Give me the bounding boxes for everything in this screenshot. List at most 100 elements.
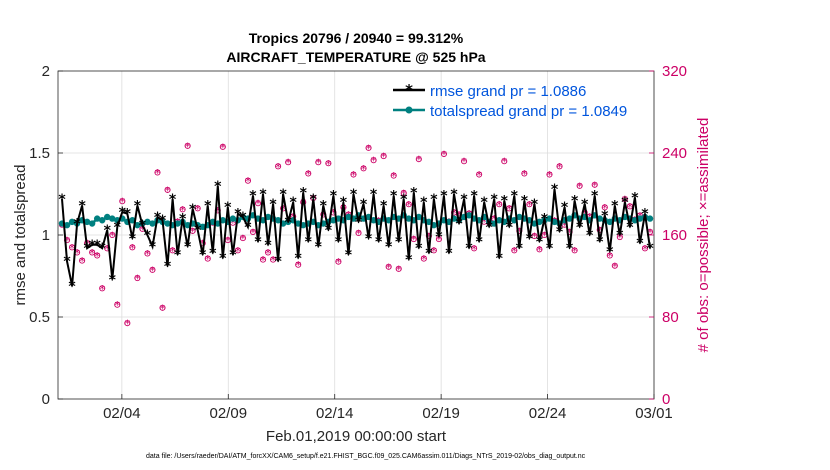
obs-assimilated-point: * (481, 216, 487, 229)
obs-assimilated-point: * (421, 253, 427, 266)
totalspread-point (646, 215, 654, 222)
obs-possible-point (265, 249, 272, 256)
obs-assimilated-point: * (381, 151, 387, 164)
rmse-point: * (259, 187, 267, 203)
obs-assimilated-point: * (205, 253, 211, 266)
obs-assimilated-point: * (406, 199, 412, 212)
totalspread-point (566, 215, 573, 222)
obs-possible-point (556, 163, 563, 170)
obs-assimilated-point: * (532, 231, 538, 244)
totalspread-point (465, 212, 473, 219)
obs-possible-point (501, 158, 508, 165)
rmse-point: * (445, 246, 453, 262)
rmse-point: * (174, 248, 182, 264)
obs-possible-point (571, 247, 578, 254)
rmse-point: * (636, 236, 644, 252)
obs-possible-point (521, 170, 528, 177)
obs-assimilated-point: * (240, 233, 246, 246)
obs-assimilated-point: * (69, 242, 75, 255)
obs-assimilated-point: * (512, 245, 518, 258)
rmse-point: * (224, 200, 232, 216)
obs-assimilated-point: * (79, 255, 85, 268)
obs-assimilated-point: * (582, 207, 588, 220)
legend-totalspread-label: totalspread grand pr = 1.0849 (430, 103, 627, 120)
obs-assimilated-point: * (225, 235, 231, 248)
rmse-point: * (571, 194, 579, 210)
obs-assimilated-point: * (260, 254, 266, 267)
obs-assimilated-point: * (165, 184, 171, 197)
rmse-point: * (194, 223, 202, 239)
obs-assimilated-point: * (331, 207, 337, 220)
rmse-point: * (229, 248, 237, 264)
totalspread-point (551, 218, 558, 226)
rmse-point: * (219, 251, 227, 267)
obs-assimilated-point: * (195, 203, 201, 216)
obs-possible-point (129, 244, 136, 251)
obs-assimilated-point: * (471, 243, 477, 256)
obs-assimilated-point: * (336, 256, 342, 269)
obs-possible-point (325, 160, 332, 167)
rmse-point: * (425, 246, 433, 262)
rmse-point: * (164, 259, 172, 275)
totalspread-point (149, 220, 156, 227)
chart-title-line1: Tropics 20796 / 20940 = 99.312% (249, 30, 464, 46)
y-axis-left: 0 0.5 1 1.5 2 (29, 63, 63, 408)
obs-possible-point (295, 261, 302, 268)
obs-assimilated-point: * (396, 263, 402, 276)
totalspread-point (496, 217, 503, 224)
obs-possible-point (641, 245, 649, 252)
rmse-point: * (561, 200, 569, 216)
rmse-point: * (611, 198, 619, 214)
rmse-point: * (576, 220, 584, 236)
obs-possible-point (179, 206, 186, 213)
obs-assimilated-point: * (64, 235, 70, 248)
obs-possible-point (259, 256, 267, 263)
obs-possible-point (395, 265, 402, 272)
obs-possible-point (471, 245, 478, 252)
rmse-point: * (395, 235, 403, 251)
y-tick-label-left: 1 (42, 227, 50, 244)
rmse-point: * (58, 192, 66, 208)
obs-possible-point (204, 255, 211, 262)
obs-assimilated-point: * (351, 169, 357, 182)
rmse-point: * (501, 194, 509, 210)
obs-assimilated-point: * (617, 232, 623, 245)
obs-assimilated-point: * (522, 168, 528, 181)
obs-possible-point (360, 165, 367, 172)
obs-possible-point (249, 228, 257, 235)
rmse-point: * (521, 194, 529, 210)
rmse-point: * (274, 254, 282, 270)
totalspread-point (345, 213, 352, 221)
obs-assimilated-point: * (607, 250, 613, 263)
obs-assimilated-point: * (572, 245, 578, 258)
rmse-point: * (450, 187, 458, 203)
rmse-point: * (491, 192, 499, 208)
obs-assimilated-point: * (306, 168, 312, 181)
obs-assimilated-point: * (436, 234, 442, 247)
obs-possible-point (234, 247, 241, 254)
rmse-point: * (83, 241, 91, 257)
rmse-point: * (365, 231, 373, 247)
obs-assimilated-point: * (592, 179, 598, 192)
rmse-point: * (415, 241, 423, 257)
rmse-point: * (591, 189, 599, 205)
rmse-point: * (506, 220, 514, 236)
obs-assimilated-point: * (456, 209, 462, 222)
obs-assimilated-point: * (160, 302, 166, 315)
obs-possible-point (79, 257, 86, 264)
obs-assimilated-point: * (431, 245, 437, 258)
obs-possible-point (184, 142, 191, 149)
rmse-point: * (264, 238, 272, 254)
obs-assimilated-point: * (104, 243, 110, 256)
rmse-point: * (405, 253, 413, 269)
obs-possible-point (380, 153, 387, 160)
rmse-point: * (586, 228, 594, 244)
rmse-point: * (315, 239, 323, 255)
totalspread-point (199, 223, 206, 230)
obs-assimilated-point: * (235, 245, 241, 258)
legend-rmse-label: rmse grand pr = 1.0886 (430, 83, 586, 100)
y-axis-right: 0 80 160 240 320 (649, 63, 687, 408)
rmse-point: * (78, 198, 86, 214)
obs-assimilated-point: * (391, 170, 397, 183)
obs-assimilated-point: * (371, 155, 377, 168)
